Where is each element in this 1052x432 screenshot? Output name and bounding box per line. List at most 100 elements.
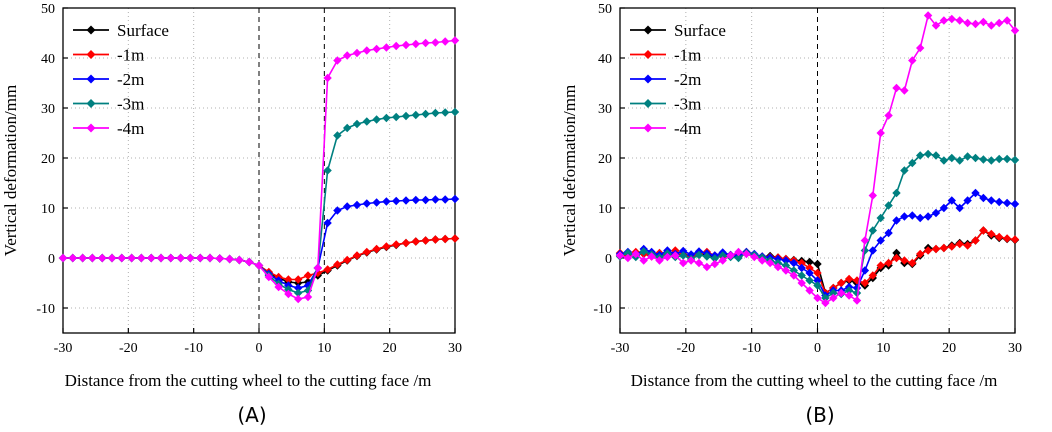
data-point <box>876 213 885 223</box>
data-point <box>294 294 303 304</box>
legend-label: Surface <box>674 21 726 40</box>
data-point <box>900 86 909 95</box>
x-tick-label: 0 <box>814 341 821 356</box>
data-point <box>995 232 1004 242</box>
data-point <box>916 249 925 259</box>
y-tick-label: -10 <box>593 302 612 317</box>
y-tick-label: 50 <box>598 2 612 17</box>
data-point <box>441 37 450 46</box>
data-point <box>352 200 362 210</box>
data-point <box>765 258 775 268</box>
data-point <box>450 234 460 243</box>
data-point <box>639 247 648 256</box>
data-point <box>773 262 783 272</box>
y-tick-label: 10 <box>598 202 612 217</box>
x-tick-label: 20 <box>942 341 956 356</box>
data-point <box>392 41 401 51</box>
data-point <box>868 271 877 280</box>
data-point <box>979 17 988 27</box>
data-point <box>215 254 224 263</box>
data-point <box>186 253 195 263</box>
data-point <box>362 199 371 208</box>
data-point <box>852 288 862 298</box>
data-point <box>900 256 909 265</box>
x-tick-label: 0 <box>256 341 263 356</box>
data-point <box>284 289 293 299</box>
data-point <box>837 278 846 288</box>
data-point <box>421 38 430 48</box>
data-point <box>821 293 830 303</box>
data-point <box>971 19 980 29</box>
data-point <box>117 253 126 263</box>
x-tick-label: 30 <box>1008 341 1022 356</box>
data-point <box>196 253 205 263</box>
data-point <box>979 193 988 203</box>
data-point <box>860 278 870 288</box>
legend-marker <box>86 74 96 84</box>
data-point <box>225 254 234 264</box>
data-point <box>734 247 743 257</box>
data-point <box>971 188 980 198</box>
legend-marker <box>86 99 96 108</box>
data-point <box>294 288 303 298</box>
data-point <box>686 256 696 265</box>
data-point <box>947 196 956 205</box>
x-tick-label: 20 <box>383 341 397 356</box>
data-point <box>844 291 854 300</box>
y-tick-label: 0 <box>48 252 55 267</box>
data-point <box>411 237 420 246</box>
data-point <box>892 216 901 225</box>
data-point <box>829 293 838 303</box>
data-point <box>939 243 949 253</box>
legend-label: -4m <box>674 119 701 138</box>
x-tick-label: -30 <box>54 341 73 356</box>
data-point <box>1010 26 1020 35</box>
legend-label: -3m <box>674 95 701 114</box>
data-point <box>343 255 352 265</box>
data-point <box>884 111 893 120</box>
data-point <box>323 265 332 274</box>
data-point <box>955 16 964 25</box>
data-point <box>884 258 893 268</box>
legend-label: -1m <box>117 46 144 65</box>
data-point <box>623 248 633 258</box>
data-point <box>726 251 735 260</box>
data-point <box>916 213 925 223</box>
data-point <box>450 36 460 45</box>
data-point <box>88 253 97 263</box>
data-point <box>694 250 704 260</box>
data-point <box>931 208 941 218</box>
data-point <box>852 296 862 305</box>
data-point <box>971 236 980 245</box>
data-point <box>923 212 933 221</box>
data-point <box>679 251 688 260</box>
panel-label: (A) <box>237 403 266 427</box>
data-point <box>411 39 420 49</box>
data-point <box>274 282 283 292</box>
data-point <box>421 236 430 245</box>
data-point <box>939 156 949 165</box>
data-point <box>821 298 830 308</box>
y-tick-label: 10 <box>41 202 55 217</box>
y-tick-label: 20 <box>598 152 612 167</box>
data-point <box>797 271 806 280</box>
data-point <box>333 131 342 140</box>
data-point <box>995 18 1004 28</box>
legend: Surface -1m -2m -3m -4m <box>630 21 726 138</box>
data-point <box>78 253 87 263</box>
y-tick-label: 40 <box>598 52 612 67</box>
x-tick-label: -30 <box>611 341 630 356</box>
data-point <box>939 16 949 25</box>
legend-marker <box>643 99 653 108</box>
data-point <box>372 44 381 54</box>
data-point <box>679 258 688 268</box>
data-point <box>686 250 696 259</box>
data-point <box>362 46 371 55</box>
x-tick-label: -10 <box>184 341 203 356</box>
data-point <box>908 258 917 268</box>
data-point <box>392 240 401 249</box>
data-point <box>127 253 136 263</box>
data-point <box>813 268 822 278</box>
data-point <box>1002 198 1012 208</box>
data-point <box>868 246 877 255</box>
